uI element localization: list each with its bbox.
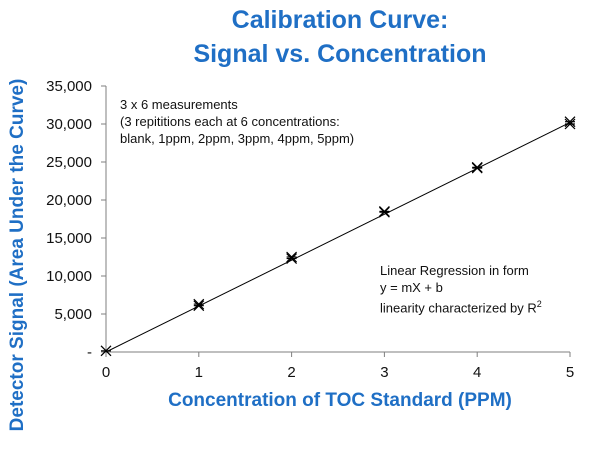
y-tick-label: 30,000	[46, 116, 92, 133]
measurements-note-line: 3 x 6 measurements	[120, 97, 238, 112]
r-squared-superscript: 2	[536, 299, 542, 309]
chart-title-line2: Signal vs. Concentration	[193, 40, 487, 68]
y-tick-label: 10,000	[46, 268, 92, 285]
y-tick-label: 20,000	[46, 192, 92, 209]
y-tick-label: 35,000	[46, 78, 92, 95]
x-tick-label: 2	[287, 364, 295, 381]
data-point	[193, 300, 205, 312]
regression-note-line: linearity characterized by R2	[380, 296, 542, 316]
x-tick-label: 0	[102, 364, 110, 381]
regression-note-line: Linear Regression in form	[380, 263, 529, 278]
data-point	[286, 253, 298, 264]
x-tick-label: 4	[473, 364, 481, 381]
y-tick-label: 25,000	[46, 154, 92, 171]
x-tick-label: 1	[195, 364, 203, 381]
x-axis-label: Concentration of TOC Standard (PPM)	[168, 390, 512, 411]
y-tick-label: 15,000	[46, 230, 92, 247]
x-tick-label: 3	[380, 364, 388, 381]
regression-note-text: linearity characterized by R	[380, 300, 537, 316]
chart-title-line1: Calibration Curve:	[231, 6, 449, 34]
data-point	[286, 251, 298, 263]
y-tick-label: 5,000	[54, 306, 92, 323]
measurements-note-line: (3 repititions each at 6 concentrations:	[120, 114, 340, 129]
x-tick-label: 5	[566, 364, 574, 381]
regression-note: Linear Regression in form y = mX + b lin…	[380, 262, 542, 316]
measurements-note: 3 x 6 measurements (3 repititions each a…	[120, 96, 354, 147]
y-tick-label: -	[87, 344, 92, 361]
data-point	[100, 345, 112, 357]
measurements-note-line: blank, 1ppm, 2ppm, 3ppm, 4ppm, 5ppm)	[120, 131, 355, 146]
chart-plot-area: - 5,000 10,000 15,000 20,000 25,000 30,000 35,0…	[46, 78, 576, 381]
regression-note-line: y = mX + b	[380, 280, 443, 295]
data-point	[564, 116, 576, 128]
data-point	[378, 205, 390, 217]
data-point	[193, 298, 205, 310]
regression-line	[105, 122, 571, 353]
data-point	[471, 161, 483, 173]
data-point	[564, 118, 576, 130]
